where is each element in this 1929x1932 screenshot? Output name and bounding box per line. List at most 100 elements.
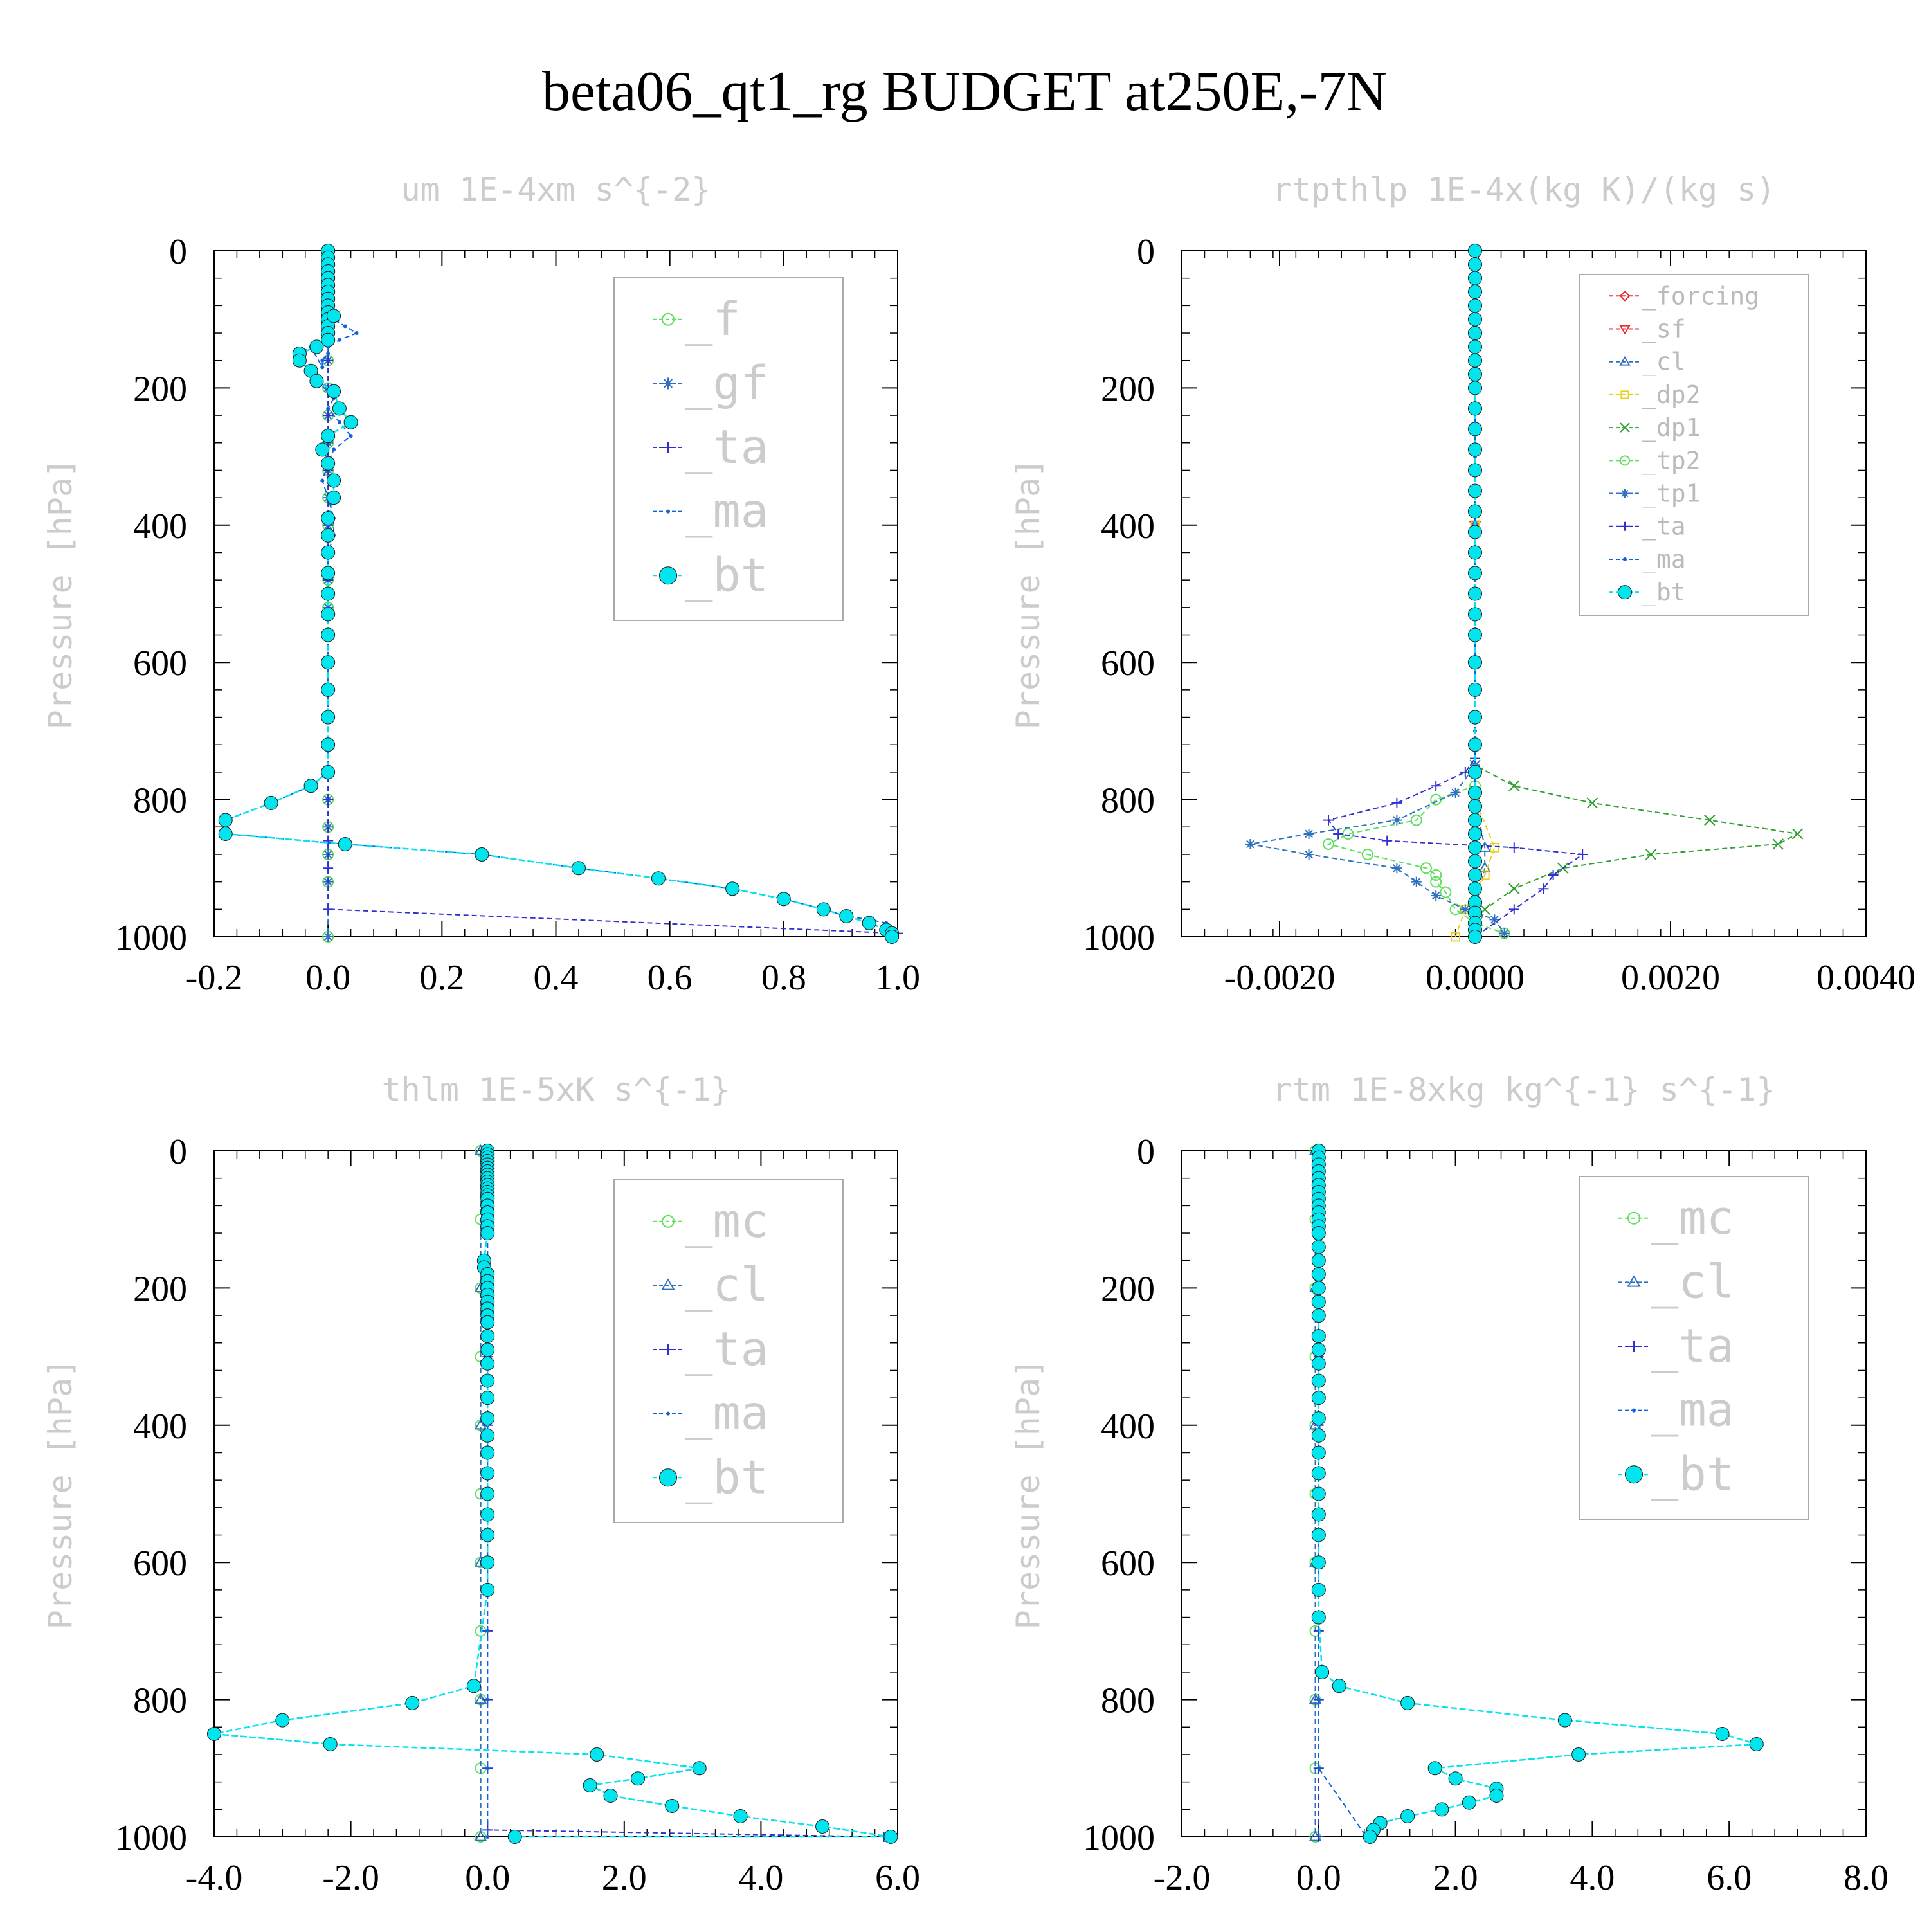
legend-marker xyxy=(1627,1211,1640,1225)
point-bt xyxy=(1311,1445,1326,1460)
point-bt xyxy=(583,1778,597,1792)
series-line-tp2 xyxy=(1327,251,1505,934)
x-tick-label: 0.8 xyxy=(761,958,806,998)
point-ma xyxy=(326,406,331,411)
point-bt xyxy=(1468,326,1482,341)
point-bt xyxy=(1311,1226,1326,1241)
point-tp1 xyxy=(1499,928,1510,939)
point-bt xyxy=(1468,244,1482,258)
legend-label: _forcing xyxy=(1642,282,1759,311)
legend: _mc _cl _ta _ma _bt xyxy=(1579,1176,1809,1520)
point-ma xyxy=(320,365,325,370)
point-bt xyxy=(405,1695,420,1710)
y-tick-label: 1000 xyxy=(115,918,187,958)
point-tp1 xyxy=(1391,863,1402,874)
point-tp2 xyxy=(1430,869,1442,881)
point-ta xyxy=(1431,781,1442,791)
point-tp1 xyxy=(1391,815,1402,826)
panel-title: um 1E-4xm s^{-2} xyxy=(401,171,711,208)
legend-marker xyxy=(1619,290,1631,302)
x-tick-label: 2.0 xyxy=(602,1858,647,1898)
point-bt xyxy=(1468,504,1482,519)
point-bt xyxy=(1468,381,1482,395)
legend-box xyxy=(613,1179,844,1523)
point-dp1 xyxy=(1704,814,1716,826)
point-bt xyxy=(1468,483,1482,498)
point-tp1 xyxy=(1431,890,1442,901)
panel-title: rtm 1E-8xkg kg^{-1} s^{-1} xyxy=(1272,1071,1776,1108)
point-dp1 xyxy=(1772,838,1784,850)
point-ta xyxy=(323,835,334,846)
y-axis-label: Pressure [hPa] xyxy=(42,1359,79,1629)
x-tick-label: 0.2 xyxy=(419,958,464,998)
legend-label: _bt xyxy=(685,1450,768,1504)
point-bt xyxy=(1311,1342,1326,1357)
point-bt xyxy=(1489,1788,1504,1803)
point-bt xyxy=(1311,1267,1326,1282)
point-bt xyxy=(1468,367,1482,382)
point-bt xyxy=(1311,1466,1326,1481)
legend-box xyxy=(613,277,844,621)
point-dp1 xyxy=(1791,828,1804,840)
legend-marker xyxy=(1618,585,1632,600)
legend-label: _mc xyxy=(1651,1191,1734,1245)
x-tick-label: 0.0 xyxy=(305,958,350,998)
point-bt xyxy=(1400,1695,1415,1710)
point-gf xyxy=(323,822,334,833)
legend-marker xyxy=(666,1411,670,1416)
point-ta xyxy=(1577,849,1588,860)
legend-marker xyxy=(661,1278,675,1290)
legend-label: _ma xyxy=(1651,1383,1734,1437)
point-tp1 xyxy=(1460,904,1471,915)
point-bt xyxy=(1468,854,1482,869)
point-bt xyxy=(1468,867,1482,882)
point-bt xyxy=(321,332,336,347)
point-bt xyxy=(1468,298,1482,313)
point-bt xyxy=(218,813,233,827)
x-tick-label: 0.4 xyxy=(534,958,579,998)
point-bt xyxy=(321,586,336,601)
y-tick-label: 400 xyxy=(1101,507,1155,546)
point-bt xyxy=(1468,627,1482,642)
point-bt xyxy=(480,1466,495,1481)
legend-label: _ma xyxy=(685,484,768,538)
y-tick-label: 200 xyxy=(133,369,187,409)
legend-label: _ma xyxy=(685,1386,768,1440)
point-bt xyxy=(885,930,900,944)
legend-label: _ta xyxy=(685,1322,768,1376)
point-bt xyxy=(725,881,740,896)
point-bt xyxy=(815,1819,830,1834)
legend-label: _cl xyxy=(1642,348,1686,377)
point-bt xyxy=(321,607,336,622)
point-bt xyxy=(862,916,876,930)
point-bt xyxy=(480,1373,495,1388)
point-bt xyxy=(321,655,336,670)
y-tick-label: 200 xyxy=(1101,1269,1155,1309)
point-bt xyxy=(1311,1240,1326,1254)
series-line-ma xyxy=(1318,1151,1368,1837)
legend-label: _ma xyxy=(1642,545,1686,574)
point-bt xyxy=(480,1342,495,1357)
point-bt xyxy=(1435,1802,1449,1817)
chart-panel-1: um 1E-4xm s^{-2} Pressure [hPa] -0.2 0.0 0.2… xyxy=(42,171,920,998)
point-bt xyxy=(692,1761,707,1776)
point-bt xyxy=(480,1555,495,1570)
legend-label: _tp1 xyxy=(1642,480,1701,509)
point-bt xyxy=(327,384,341,399)
chart-panel-2: rtpthlp 1E-4x(kg K)/(kg s) Pressure [hPa]… xyxy=(1010,171,1915,998)
legend-box xyxy=(1579,1176,1809,1520)
point-bt xyxy=(480,1411,495,1426)
point-ta xyxy=(323,904,334,915)
point-bt xyxy=(816,902,831,917)
y-tick-label: 600 xyxy=(1101,644,1155,683)
point-bt xyxy=(1557,1713,1572,1728)
point-bt xyxy=(1468,339,1482,354)
x-tick-label: 0.0040 xyxy=(1816,958,1915,998)
point-tp2 xyxy=(1420,862,1432,874)
y-tick-label: 200 xyxy=(1101,369,1155,409)
x-tick-label: -0.2 xyxy=(186,958,243,998)
legend-label: _mc xyxy=(685,1194,768,1248)
point-bt xyxy=(321,528,336,543)
point-ta xyxy=(1508,904,1519,915)
